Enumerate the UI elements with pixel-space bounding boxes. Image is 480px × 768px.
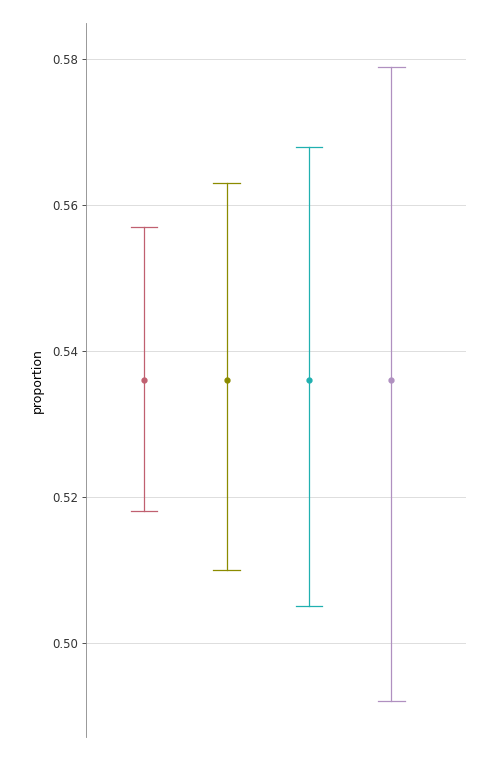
Y-axis label: proportion: proportion: [31, 348, 44, 412]
